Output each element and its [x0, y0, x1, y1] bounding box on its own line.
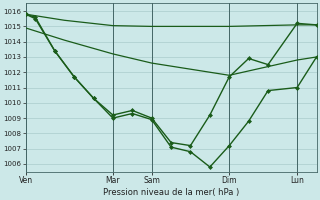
X-axis label: Pression niveau de la mer( hPa ): Pression niveau de la mer( hPa ) [103, 188, 239, 197]
